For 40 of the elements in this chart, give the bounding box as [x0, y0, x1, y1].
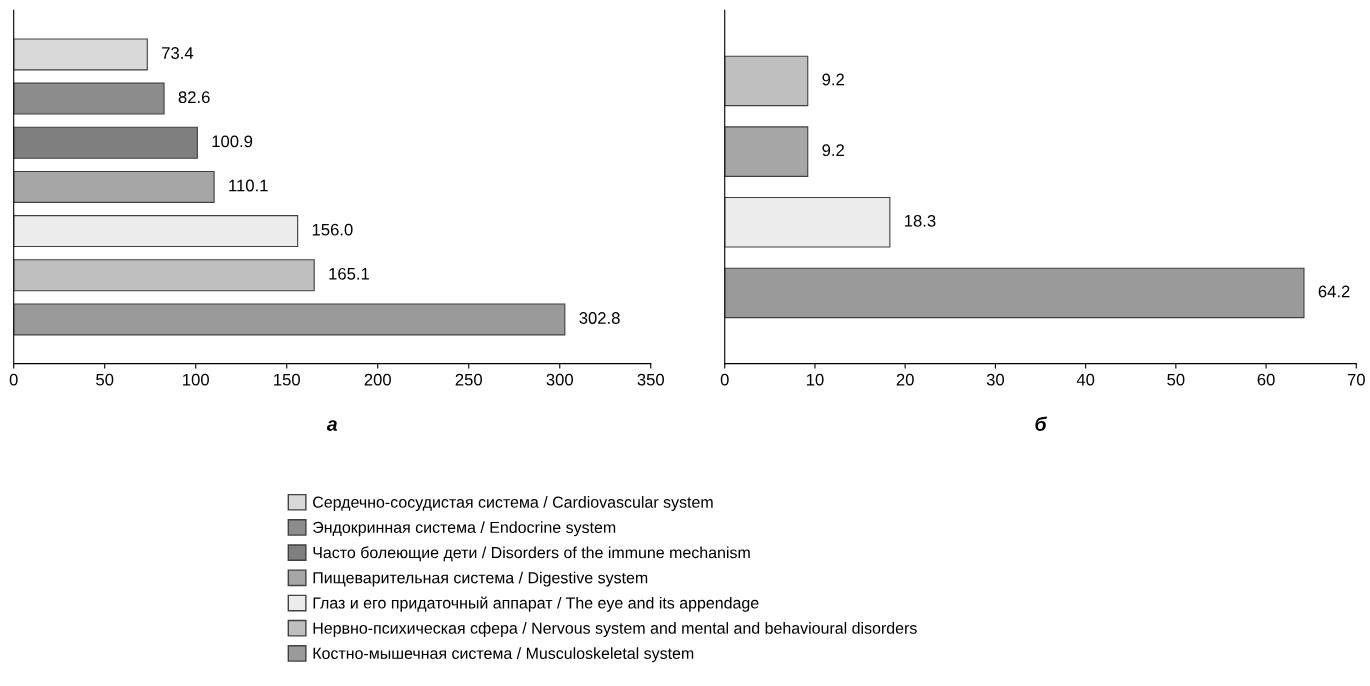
data-label: 64.2 — [1318, 285, 1350, 298]
x-axis-title: б — [1035, 416, 1047, 431]
data-label: 9.2 — [822, 144, 844, 157]
x-tick-label: 350 — [637, 373, 664, 386]
text: 73.4 — [162, 47, 194, 59]
legend-label: Нервно-психическая сфера / Nervous system and mental and behavioural disorders — [313, 622, 917, 637]
x-tick-label: 250 — [455, 373, 482, 386]
bar — [724, 196, 891, 248]
x-tick-label: 200 — [364, 373, 391, 386]
data-label: 9.2 — [822, 73, 844, 86]
x-tick-label: 20 — [896, 373, 914, 386]
bar — [724, 267, 1305, 319]
legend-label: Костно-мышечная система / Musculoskeletal system — [313, 647, 694, 663]
x-axis-title: а — [326, 420, 338, 431]
bar — [724, 126, 809, 177]
x-tick-label: 0 — [9, 373, 18, 386]
x-tick-label: 30 — [986, 373, 1005, 386]
x-tick-label: 50 — [96, 373, 114, 386]
text: 82.6 — [178, 91, 210, 104]
legend-label: Эндокринная система / Endocrine system — [313, 521, 616, 537]
x-tick-label: 10 — [806, 373, 824, 386]
legend-label: Сердечно-сосудистая система / Cardiovascular system — [313, 496, 713, 511]
x-tick-label: 100 — [183, 373, 209, 386]
text: 156.0 — [312, 223, 353, 236]
x-tick-label: 70 — [1347, 373, 1365, 386]
x-tick-label: 300 — [546, 373, 573, 386]
x-tick-label: 0 — [720, 373, 729, 386]
x-tick-label: 50 — [1167, 373, 1185, 386]
legend-label: Пищеварительная система / Digestive system — [313, 571, 648, 587]
x-tick-label: 60 — [1257, 373, 1275, 386]
x-tick-label: 40 — [1076, 373, 1095, 386]
text: 302.8 — [579, 312, 620, 324]
text: 100.9 — [212, 135, 253, 148]
legend-label: Часто болеющие дети / Disorders of the immune mechanism — [313, 546, 750, 562]
text: 165.1 — [329, 267, 369, 280]
data-label: 18.3 — [905, 214, 936, 227]
bar — [724, 55, 809, 107]
legend-label: Глаз и его придаточный аппарат / The eye and its appendage — [313, 596, 759, 612]
text: 110.1 — [229, 179, 268, 192]
x-tick-label: 150 — [274, 373, 300, 386]
